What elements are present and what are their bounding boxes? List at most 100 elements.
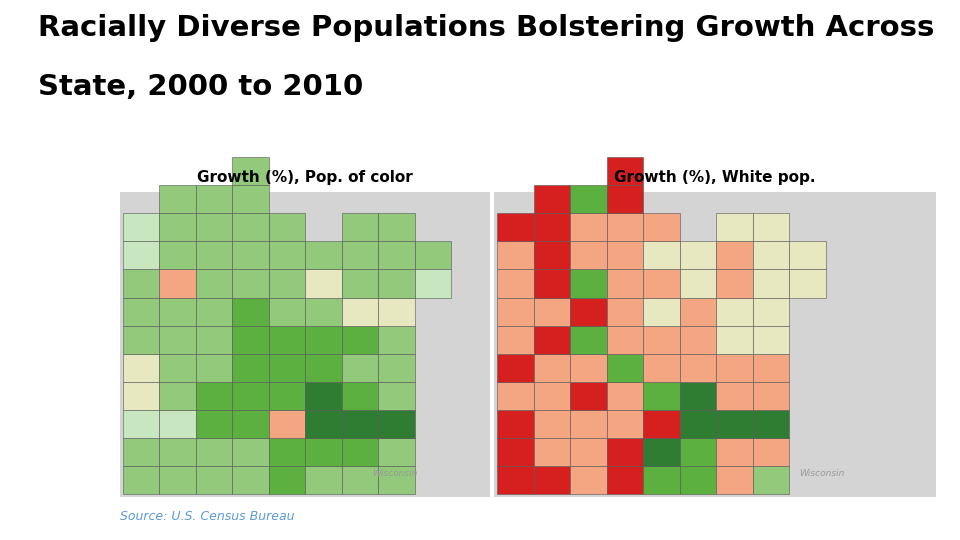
Bar	[342, 354, 378, 382]
Bar	[607, 185, 643, 213]
Bar	[159, 298, 196, 326]
Bar	[497, 269, 534, 298]
Bar	[716, 241, 753, 269]
Bar	[753, 354, 789, 382]
Bar	[378, 438, 415, 466]
Bar	[607, 326, 643, 354]
Bar	[534, 326, 570, 354]
Bar	[680, 438, 716, 466]
Bar	[196, 382, 232, 410]
Bar	[497, 298, 534, 326]
Bar	[159, 410, 196, 438]
Bar	[232, 298, 269, 326]
Text: Source: U.S. Census Bureau: Source: U.S. Census Bureau	[120, 510, 295, 523]
Bar	[342, 410, 378, 438]
Bar	[159, 438, 196, 466]
Bar	[123, 269, 159, 298]
Bar	[269, 438, 305, 466]
Bar	[196, 298, 232, 326]
Bar	[497, 410, 534, 438]
Bar	[305, 382, 342, 410]
Bar	[123, 298, 159, 326]
Bar	[570, 382, 607, 410]
Bar	[232, 466, 269, 494]
Bar	[123, 466, 159, 494]
Bar	[716, 410, 753, 438]
Bar	[497, 382, 534, 410]
Bar	[378, 354, 415, 382]
Bar	[378, 298, 415, 326]
Bar	[196, 241, 232, 269]
Text: Wisconsin: Wisconsin	[800, 469, 845, 478]
Bar	[269, 269, 305, 298]
Bar	[269, 410, 305, 438]
Bar	[534, 410, 570, 438]
Bar	[753, 382, 789, 410]
Bar	[232, 213, 269, 241]
Bar	[232, 438, 269, 466]
Bar	[196, 269, 232, 298]
Bar	[643, 466, 680, 494]
Bar	[497, 438, 534, 466]
Bar	[196, 466, 232, 494]
Bar	[643, 298, 680, 326]
Bar	[497, 213, 534, 241]
Bar	[789, 241, 826, 269]
Bar	[342, 298, 378, 326]
Bar	[680, 410, 716, 438]
Bar	[305, 269, 342, 298]
Bar	[753, 466, 789, 494]
Bar	[232, 241, 269, 269]
Bar	[159, 466, 196, 494]
Bar	[342, 241, 378, 269]
Text: Racially Diverse Populations Bolstering Growth Across: Racially Diverse Populations Bolstering …	[38, 14, 935, 42]
Bar	[716, 438, 753, 466]
Bar	[232, 382, 269, 410]
Bar	[570, 466, 607, 494]
Bar	[607, 157, 643, 185]
Bar	[159, 382, 196, 410]
Bar	[534, 185, 570, 213]
Bar	[232, 354, 269, 382]
Bar	[269, 382, 305, 410]
Bar	[716, 326, 753, 354]
Bar	[570, 354, 607, 382]
Bar	[753, 269, 789, 298]
Bar	[196, 213, 232, 241]
Bar	[534, 382, 570, 410]
Bar	[534, 354, 570, 382]
Bar	[570, 410, 607, 438]
Bar	[680, 382, 716, 410]
Bar	[534, 438, 570, 466]
Bar	[607, 438, 643, 466]
Bar	[159, 185, 196, 213]
Bar	[378, 213, 415, 241]
Bar	[378, 326, 415, 354]
Bar	[753, 298, 789, 326]
Bar	[497, 326, 534, 354]
Bar	[123, 213, 159, 241]
Bar	[643, 410, 680, 438]
Bar	[534, 298, 570, 326]
Bar	[570, 298, 607, 326]
Bar	[680, 269, 716, 298]
Bar	[269, 298, 305, 326]
Bar	[232, 157, 269, 185]
Bar	[497, 241, 534, 269]
Bar	[123, 438, 159, 466]
Bar	[123, 326, 159, 354]
Bar	[196, 326, 232, 354]
Bar	[342, 269, 378, 298]
Bar	[159, 213, 196, 241]
Bar	[680, 326, 716, 354]
Bar	[680, 298, 716, 326]
Bar	[570, 185, 607, 213]
Text: Growth (%), White pop.: Growth (%), White pop.	[614, 170, 816, 185]
Bar	[680, 241, 716, 269]
Bar	[534, 213, 570, 241]
Bar	[753, 241, 789, 269]
Bar	[305, 354, 342, 382]
Bar	[570, 326, 607, 354]
Bar	[534, 269, 570, 298]
Bar	[159, 241, 196, 269]
